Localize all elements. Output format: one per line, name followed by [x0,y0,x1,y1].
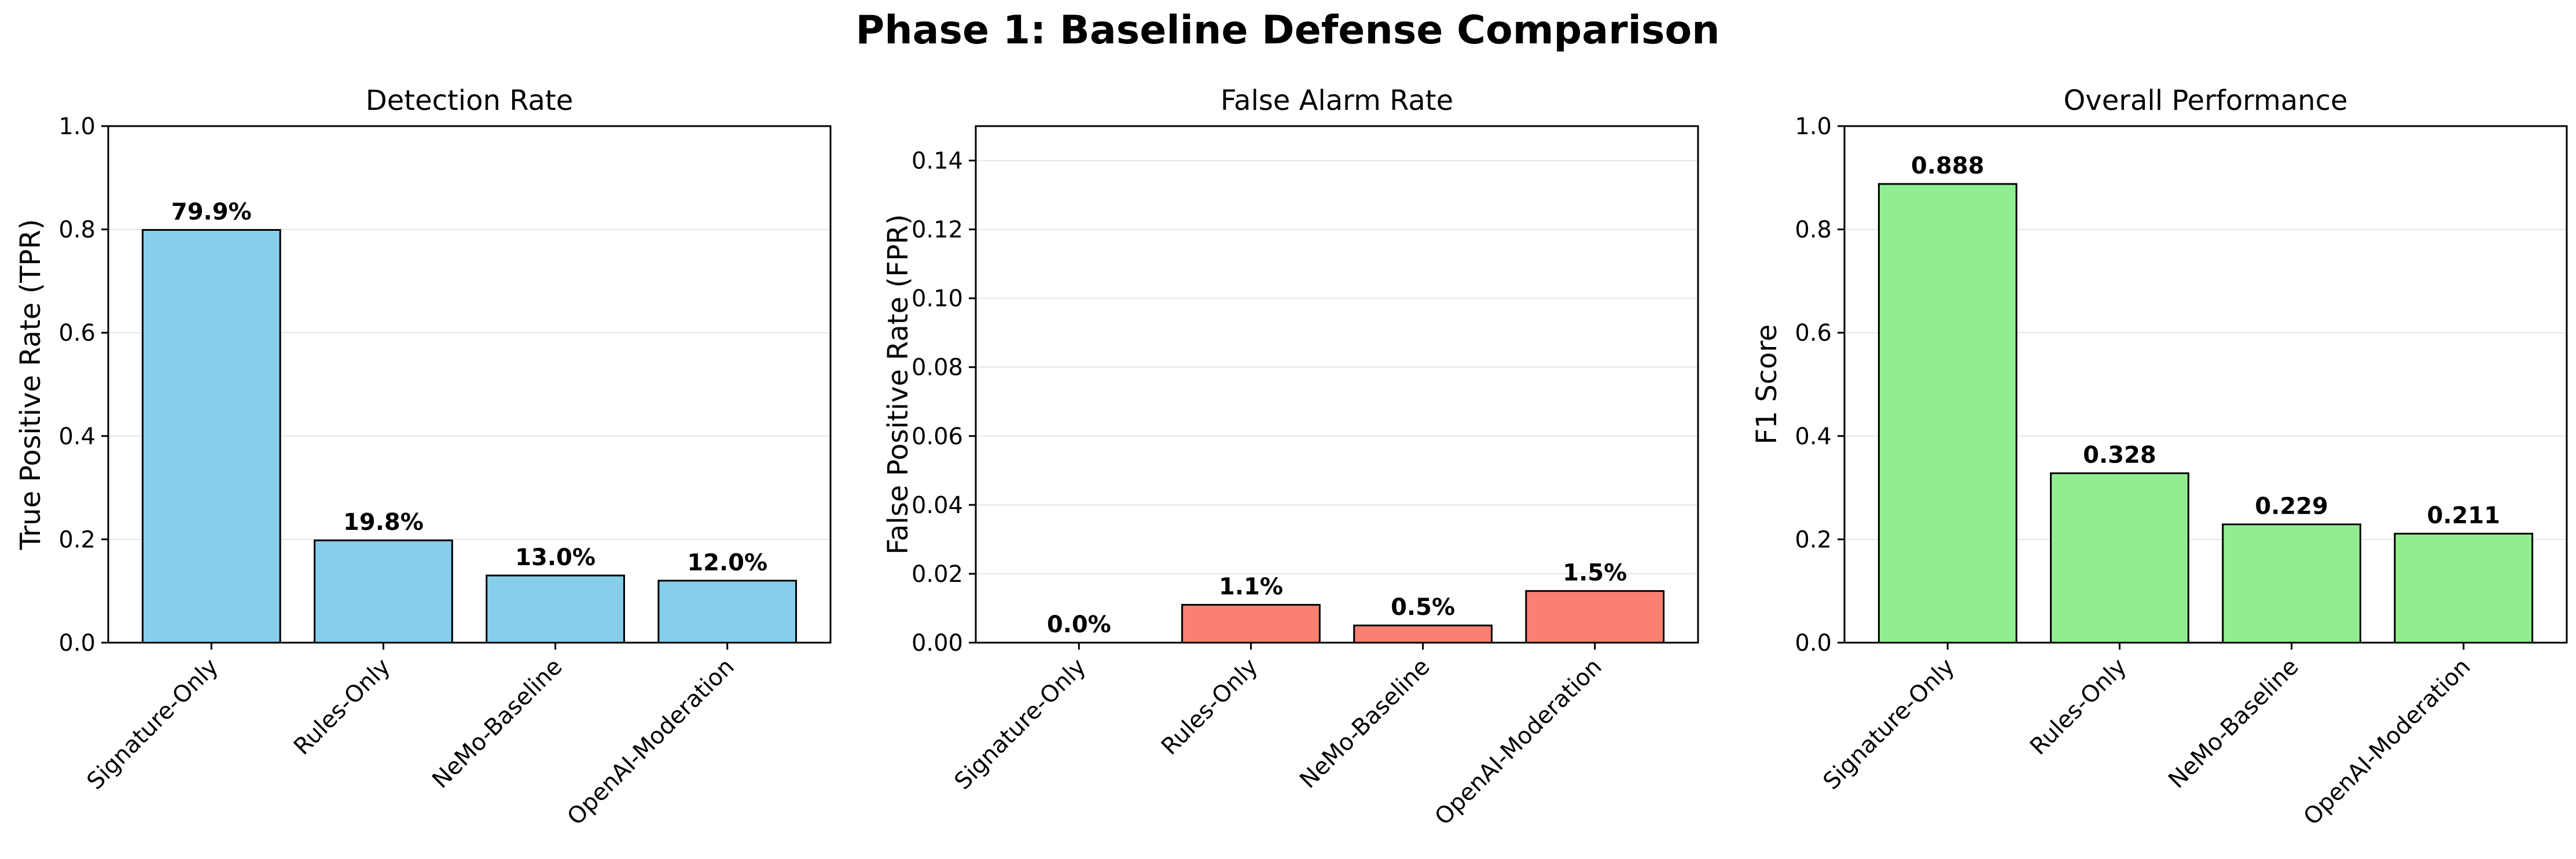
y-tick-label: 0.4 [58,423,95,450]
y-tick-label: 0.6 [1795,320,1832,346]
data-label: 0.5% [1391,594,1455,621]
y-tick-label: 0.8 [58,217,95,244]
data-label: 1.1% [1219,574,1283,600]
bar [2050,472,2189,644]
y-tick-label: 0.10 [912,286,963,312]
bar [2394,533,2534,644]
bar [1877,183,2018,644]
y-tick-label: 0.06 [912,423,963,450]
panel-title: Overall Performance [2064,84,2348,117]
y-tick-label: 0.2 [58,526,95,553]
y-tick-label: 0.6 [58,320,95,346]
axes-frame [107,125,832,644]
y-tick-label: 0.04 [912,492,963,519]
y-tick-label: 0.14 [912,148,963,175]
data-label: 12.0% [687,550,767,576]
bar [314,539,453,644]
bar [2222,523,2361,644]
y-axis-label: F1 Score [1751,325,1783,445]
data-label: 0.229 [2255,493,2328,520]
bar [657,580,798,644]
data-label: 0.211 [2427,503,2500,529]
y-tick-label: 0.0 [58,630,95,657]
y-axis-label: True Positive Rate (TPR) [14,219,47,551]
bar [1353,624,1493,644]
data-label: 0.888 [1911,153,1985,179]
y-tick-label: 0.8 [1795,217,1832,244]
y-tick-label: 0.12 [912,217,963,244]
data-label: 19.8% [343,509,424,536]
y-tick-label: 0.08 [912,355,963,381]
panel-title: Detection Rate [366,84,574,117]
y-tick-label: 1.0 [58,113,95,140]
data-label: 79.9% [171,198,252,225]
axes-frame [1843,125,2568,644]
y-tick-label: 1.0 [1795,113,1832,140]
axes-frame [975,125,1699,644]
data-label: 0.328 [2083,442,2156,469]
data-label: 13.0% [515,544,596,571]
panel-title: False Alarm Rate [1221,84,1453,117]
data-label: 1.5% [1563,560,1627,587]
y-tick-label: 0.0 [1795,630,1832,657]
y-tick-label: 0.4 [1795,423,1832,450]
bar [1525,590,1665,644]
data-label: 0.0% [1047,611,1111,638]
y-tick-label: 0.00 [912,630,963,657]
bar [141,228,281,644]
bar [1181,604,1321,644]
bar [486,574,625,644]
y-axis-label: False Positive Rate (FPR) [882,214,914,555]
figure-title: Phase 1: Baseline Defense Comparison [855,8,1719,53]
y-tick-label: 0.2 [1795,526,1832,553]
y-tick-label: 0.02 [912,561,963,588]
